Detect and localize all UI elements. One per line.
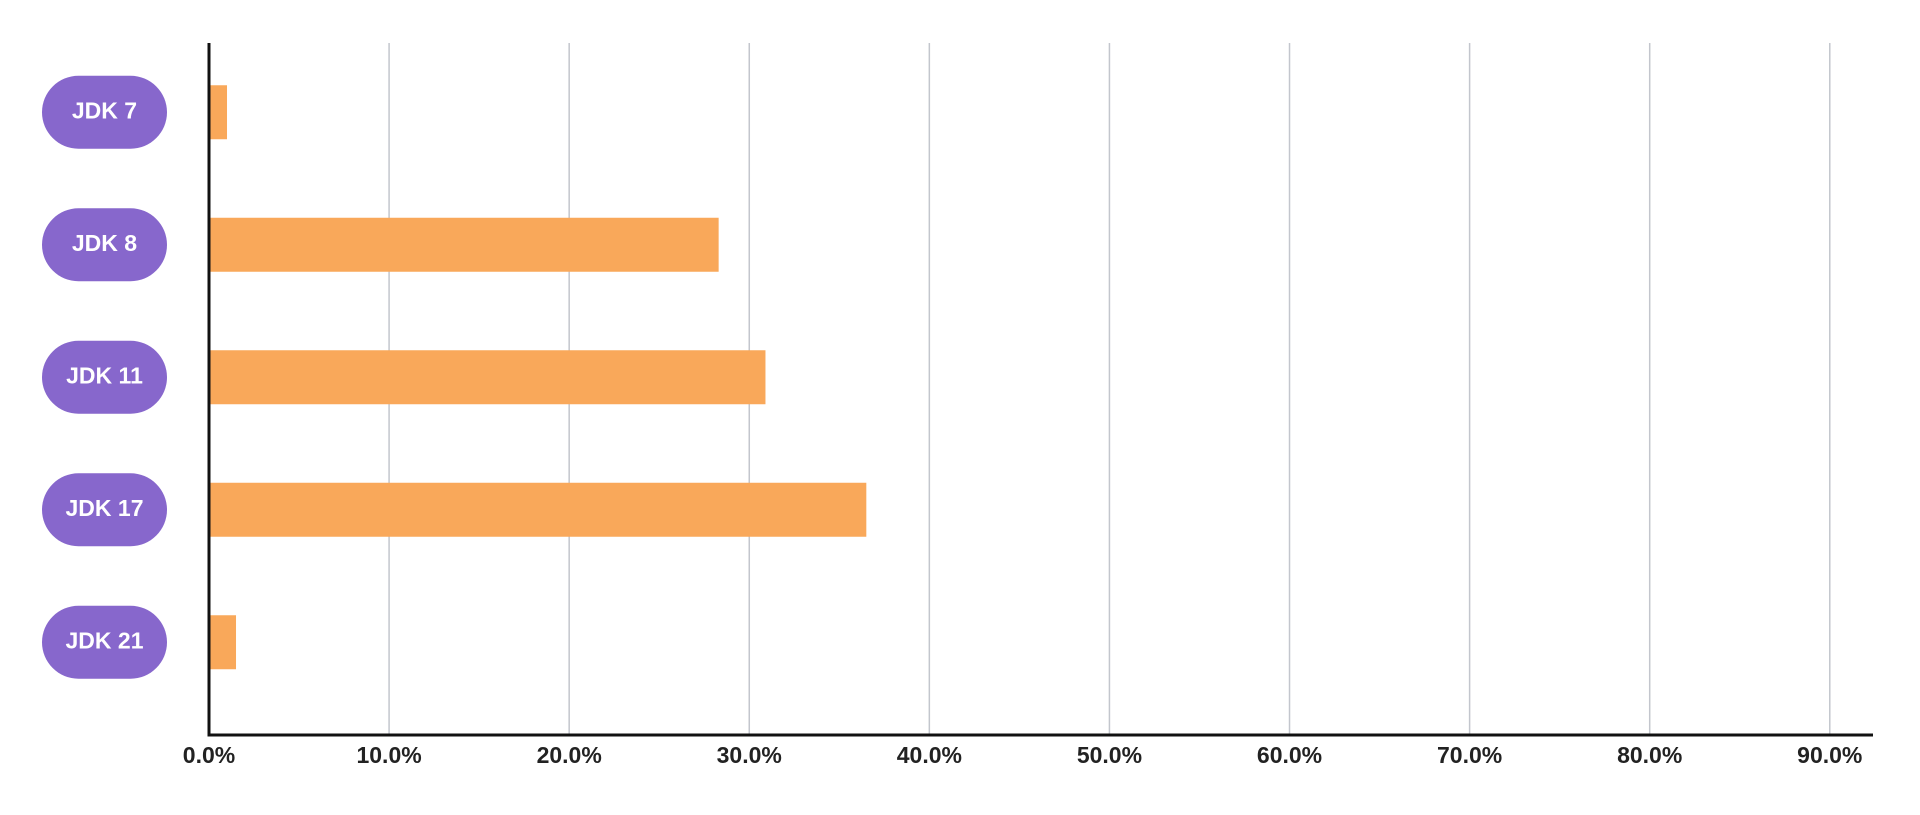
category-pill [42,75,167,149]
x-tick-label: 10.0% [356,742,421,768]
x-tick-label: 0.0% [183,742,235,768]
bar [209,482,867,537]
y-tick-label: JDK 11 [66,362,143,388]
bar [209,217,719,272]
x-tick-label: 30.0% [717,742,782,768]
x-tick-label: 80.0% [1617,742,1682,768]
bar [209,350,766,405]
y-tick-label: JDK 21 [66,627,144,653]
category-pill [42,340,167,414]
x-tick-label: 40.0% [897,742,962,768]
bar [209,615,237,670]
x-tick-label: 70.0% [1437,742,1502,768]
category-pill [42,208,167,282]
category-pill [42,473,167,547]
bar [209,85,228,140]
x-tick-label: 60.0% [1257,742,1322,768]
y-tick-label: JDK 8 [72,230,137,256]
y-tick-label: JDK 17 [66,495,144,521]
y-tick-label: JDK 7 [72,97,137,123]
x-tick-label: 20.0% [537,742,602,768]
x-tick-label: 90.0% [1797,742,1862,768]
category-pill [42,605,167,679]
x-tick-label: 50.0% [1077,742,1142,768]
